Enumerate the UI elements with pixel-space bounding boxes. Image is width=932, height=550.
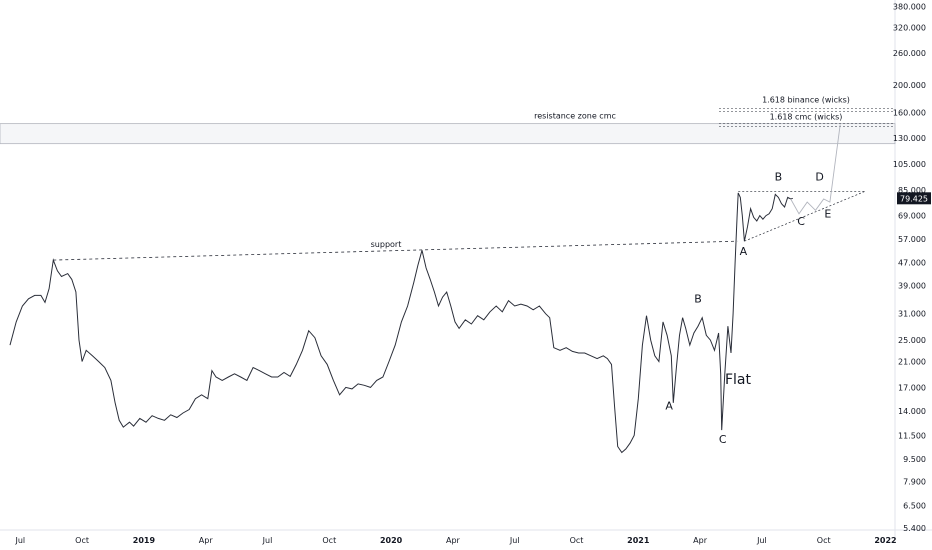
y-tick-label-16: 130.000	[893, 134, 926, 143]
y-tick-label-1: 6.500	[903, 501, 926, 510]
y-tick-label-3: 9.500	[903, 455, 926, 464]
x-tick-label-0: Jul	[14, 536, 25, 545]
wave-label-6: A	[665, 399, 673, 412]
wave-label-5: B	[694, 292, 702, 305]
x-tick-label-13: Oct	[817, 536, 831, 545]
y-tick-label-18: 200.000	[893, 81, 926, 90]
y-tick-label-7: 21.000	[898, 357, 926, 366]
y-tick-label-14: 85.000	[898, 186, 926, 195]
x-tick-label-9: Oct	[570, 536, 584, 545]
wave-label-2: C	[797, 215, 805, 228]
x-tick-label-3: Apr	[199, 536, 214, 545]
wave-label-7: C	[719, 433, 727, 446]
y-tick-label-0: 5.400	[903, 524, 926, 533]
y-tick-label-12: 57.000	[898, 235, 926, 244]
y-tick-label-21: 380.000	[893, 2, 926, 11]
support-line	[53, 240, 738, 261]
x-tick-label-14: 2022	[874, 536, 896, 545]
x-tick-label-7: Apr	[446, 536, 461, 545]
resistance-zone: resistance zone cmc	[0, 112, 896, 145]
price-series	[9, 192, 793, 454]
resistance-zone-label: resistance zone cmc	[534, 112, 616, 121]
y-tick-label-15: 105.000	[893, 160, 926, 169]
chart-annotations: support 1.618 binance (wicks) 1.618 cmc (w…	[53, 96, 893, 446]
y-tick-label-13: 69.000	[898, 212, 926, 221]
x-tick-label-11: Apr	[693, 536, 708, 545]
price-line-0	[9, 192, 793, 454]
x-tick-label-5: Oct	[322, 536, 336, 545]
x-tick-label-1: Oct	[75, 536, 89, 545]
x-axis[interactable]: Jul Oct 2019 Apr Jul Oct 2020 Apr Jul Oct 2021 Apr J…	[14, 536, 896, 545]
cmc-level-label: 1.618 cmc (wicks)	[770, 113, 843, 122]
y-tick-label-20: 320.000	[893, 23, 926, 32]
wave-label-0: A	[740, 245, 748, 258]
y-tick-label-6: 17.000	[898, 383, 926, 392]
projection-path	[790, 124, 841, 215]
y-tick-label-19: 260.000	[893, 49, 926, 58]
wave-label-4: E	[824, 207, 831, 220]
x-tick-label-6: 2020	[380, 536, 403, 545]
y-tick-label-11: 47.000	[898, 259, 926, 268]
y-tick-label-9: 31.000	[898, 310, 926, 319]
binance-level-label: 1.618 binance (wicks)	[762, 96, 850, 105]
y-tick-label-4: 11.500	[898, 431, 926, 440]
price-tag	[897, 192, 931, 205]
flat-label: Flat	[725, 372, 752, 388]
y-tick-label-17: 160.000	[893, 108, 926, 117]
wave-label-3: D	[815, 170, 823, 183]
x-tick-label-12: Jul	[756, 536, 767, 545]
x-tick-label-10: 2021	[627, 536, 650, 545]
y-tick-label-10: 39.000	[898, 282, 926, 291]
resistance-zone-band	[0, 123, 896, 145]
y-tick-label-5: 14.000	[898, 407, 926, 416]
price-tag-label: 79.425	[900, 194, 928, 203]
x-tick-label-8: Jul	[509, 536, 520, 545]
y-tick-label-8: 25.000	[898, 336, 926, 345]
x-tick-label-4: Jul	[262, 536, 273, 545]
y-axis[interactable]: 5.400 6.500 7.900 9.500 11.500 14.000 17.000 21…	[893, 2, 931, 533]
wave-label-1: B	[775, 170, 783, 183]
triangle-lower-line	[744, 191, 866, 242]
y-tick-label-2: 7.900	[903, 477, 926, 486]
support-label: support	[371, 240, 402, 249]
x-tick-label-2: 2019	[133, 536, 156, 545]
